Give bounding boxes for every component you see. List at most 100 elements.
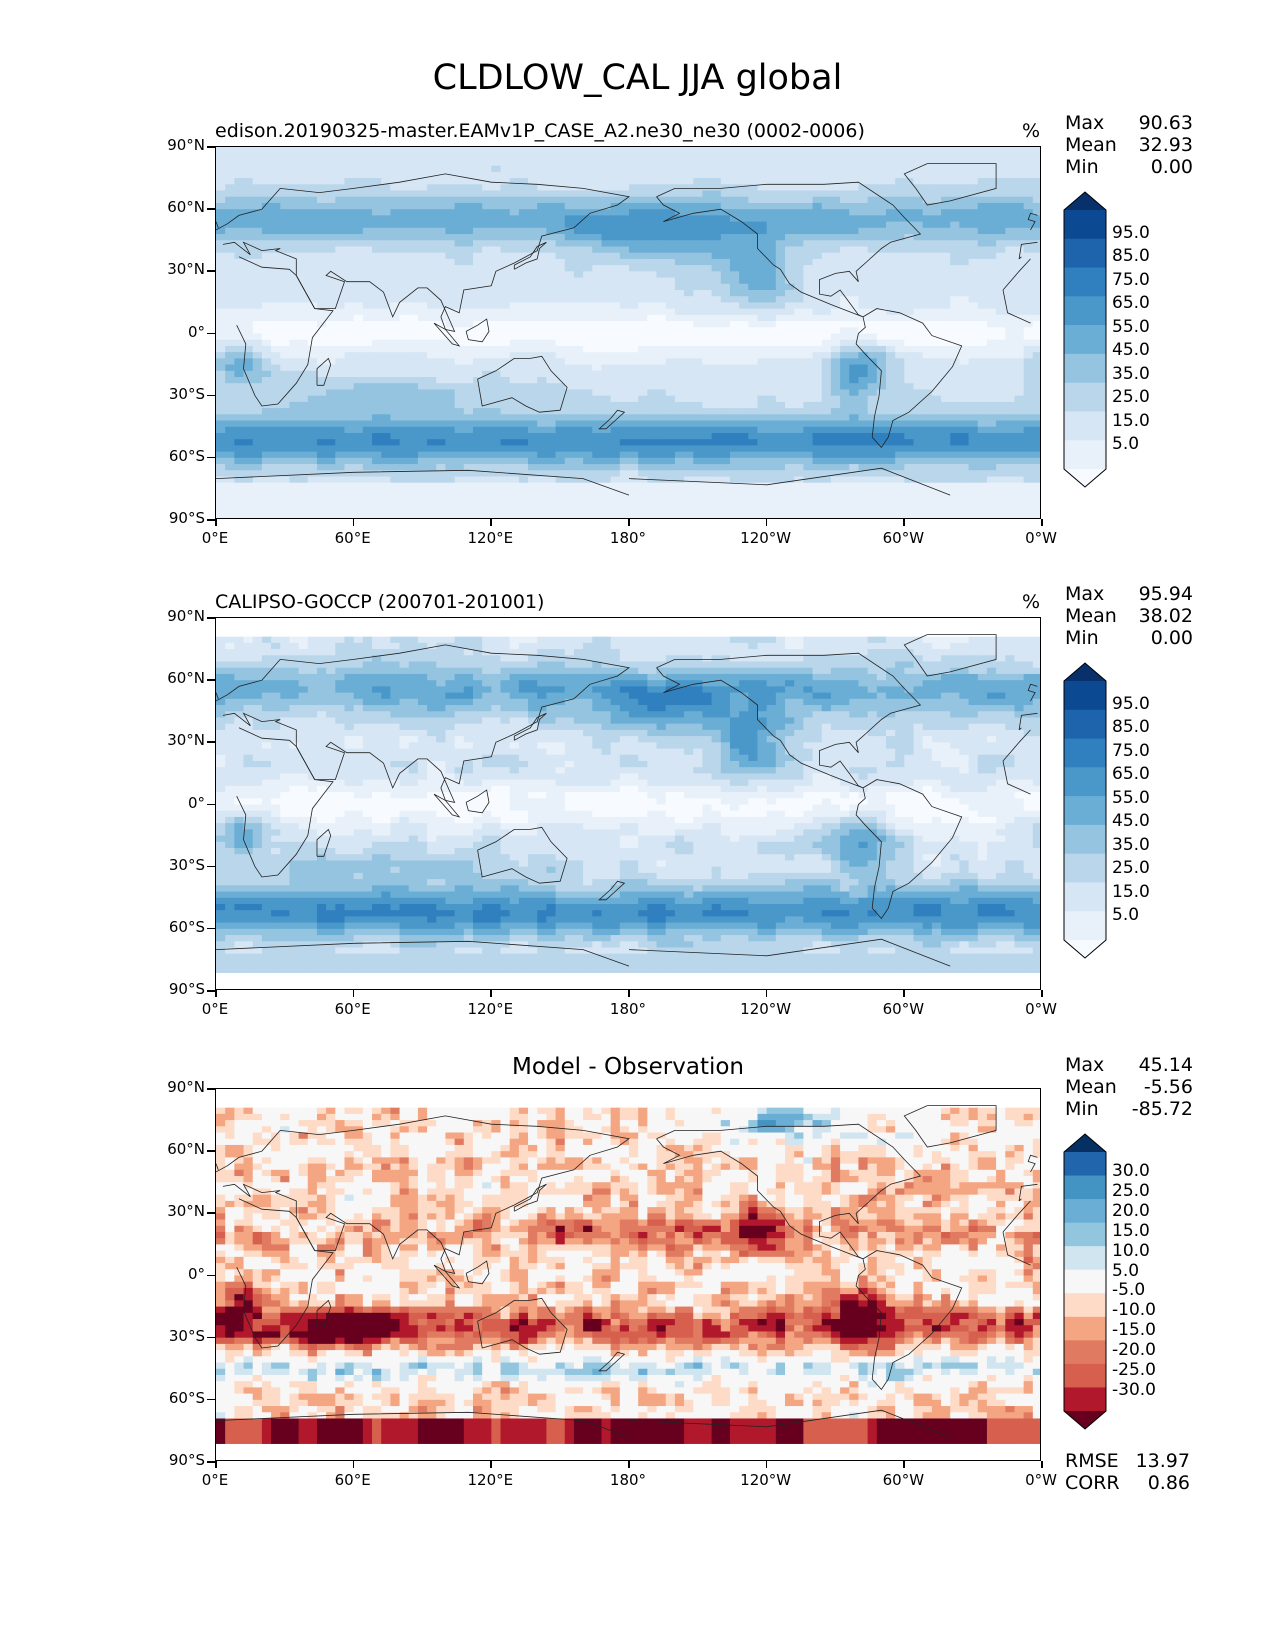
y-tick-label: 60°S — [168, 1388, 205, 1407]
x-tick-label: 120°E — [467, 529, 514, 547]
colorbar-segment — [1064, 440, 1106, 470]
colorbar-segment — [1064, 1269, 1106, 1294]
x-tick-mark — [490, 1461, 492, 1468]
colorbar-tick-label: 15.0 — [1112, 1220, 1150, 1241]
colorbar-svg — [1063, 191, 1107, 488]
x-tick-mark — [1041, 519, 1043, 526]
y-tick-mark — [207, 617, 215, 619]
colorbar-tick-label: 35.0 — [1112, 834, 1150, 855]
x-tick-mark — [215, 519, 217, 526]
colorbar-segment — [1064, 824, 1106, 855]
min-value: 0.00 — [1150, 156, 1193, 178]
y-tick-mark — [207, 1088, 215, 1090]
panel-title: CALIPSO-GOCCP (200701-201001) — [215, 591, 545, 613]
x-tick-mark — [215, 990, 217, 997]
max-value: 90.63 — [1138, 112, 1193, 134]
colorbar-extend-bottom — [1064, 469, 1106, 487]
map-svg — [216, 1089, 1040, 1460]
y-tick-label: 30°S — [168, 384, 205, 403]
colorbar-tick-label: 55.0 — [1112, 316, 1150, 337]
y-tick-mark — [207, 208, 215, 210]
y-tick-label: 90°S — [168, 1451, 205, 1469]
colorbar-segment — [1064, 738, 1106, 768]
coastlines — [216, 634, 1038, 967]
y-tick-label: 30°N — [167, 1202, 205, 1221]
colorbar-segment — [1064, 1175, 1106, 1200]
x-tick-label: 60°W — [882, 1471, 925, 1489]
colorbar-tick-label: 15.0 — [1112, 410, 1150, 431]
colorbar-tick-label: 65.0 — [1112, 293, 1150, 314]
colorbar-tick-label: 45.0 — [1112, 811, 1150, 832]
colorbar-segment — [1064, 267, 1106, 297]
max-label: Max — [1065, 1054, 1105, 1076]
units-label: % — [1022, 120, 1041, 142]
colorbar-tick-label: 45.0 — [1112, 340, 1150, 361]
y-tick-label: 60°N — [167, 669, 205, 688]
panel-model: edison.20190325-master.EAMv1P_CASE_A2.ne… — [0, 112, 1275, 590]
panel-title: Model - Observation — [511, 1054, 745, 1080]
field-cells — [216, 147, 1040, 518]
colorbar-tick-label: 75.0 — [1112, 740, 1150, 761]
max-label: Max — [1065, 583, 1105, 605]
y-tick-label: 30°N — [167, 260, 205, 279]
y-tick-mark — [207, 927, 215, 930]
panel-difference: Model - Observation Max 45.14 Mean -5.56 M… — [0, 1054, 1275, 1532]
x-tick-label: 120°E — [467, 1000, 514, 1018]
colorbar-tick-label: 20.0 — [1112, 1200, 1150, 1221]
colorbar-tick-label: 85.0 — [1112, 246, 1150, 267]
colorbar-tick-label: 25.0 — [1112, 1180, 1150, 1201]
y-tick-mark — [207, 332, 215, 334]
x-tick-label: 180° — [609, 1000, 647, 1018]
colorbar-segment — [1064, 1199, 1106, 1224]
y-tick-label: 90°S — [168, 980, 205, 998]
colorbar-extend-bottom — [1064, 940, 1106, 958]
x-tick-label: 60°E — [334, 529, 371, 547]
x-tick-mark — [352, 1461, 355, 1468]
colorbar: 95.0 85.0 75.0 65.0 55.0 45.0 35.0 25.0 15.0 5.0 — [1062, 190, 1150, 493]
colorbar-extend-top — [1064, 192, 1106, 210]
colorbar-tick-label: 75.0 — [1112, 269, 1150, 290]
min-value: -85.72 — [1131, 1098, 1193, 1120]
colorbar-tick-label: 15.0 — [1112, 881, 1150, 902]
colorbar-tick-label: 25.0 — [1112, 858, 1150, 879]
x-tick-mark — [903, 990, 905, 997]
x-tick-mark — [628, 519, 630, 526]
colorbar-extend-top — [1064, 663, 1106, 681]
colorbar-segment — [1064, 853, 1106, 883]
rmse-label: RMSE — [1065, 1450, 1119, 1472]
x-tick-label: 0°W — [1025, 1471, 1057, 1489]
field-cells — [216, 636, 1040, 973]
x-tick-label: 120°E — [467, 1471, 514, 1489]
colorbar-svg — [1063, 1133, 1107, 1430]
colorbar: 30.0 25.0 20.0 15.0 10.0 5.0 -5.0 -10.0 -15.0 -20… — [1062, 1132, 1156, 1435]
colorbar-extend-bottom — [1064, 1411, 1106, 1429]
figure-title: CLDLOW_CAL JJA global — [432, 58, 843, 98]
y-tick-mark — [207, 146, 215, 148]
x-tick-label: 120°W — [740, 529, 792, 547]
x-tick-mark — [1041, 1461, 1043, 1468]
colorbar-segment — [1064, 882, 1106, 912]
x-tick-mark — [490, 519, 492, 526]
min-label: Min — [1065, 1098, 1099, 1120]
mean-value: -5.56 — [1143, 1076, 1193, 1098]
coastlines — [216, 163, 1038, 496]
colorbar-tick-label: 95.0 — [1112, 693, 1150, 714]
rmse-value: 13.97 — [1135, 1450, 1190, 1472]
y-tick-mark — [207, 270, 215, 272]
y-tick-label: 0° — [187, 1264, 205, 1283]
x-tick-label: 60°E — [334, 1471, 371, 1489]
colorbar-extend-top — [1064, 1134, 1106, 1152]
colorbar-tick-label: -15.0 — [1112, 1320, 1156, 1341]
y-tick-label: 30°S — [168, 1326, 205, 1345]
x-tick-label: 180° — [609, 529, 647, 547]
stats-box: Max 90.63 Mean 32.93 Min 0.00 — [1065, 112, 1193, 178]
colorbar-tick-label: 10.0 — [1112, 1240, 1150, 1261]
colorbar-tick-label: 55.0 — [1112, 787, 1150, 808]
map-plot — [215, 146, 1041, 519]
x-tick-label: 120°W — [740, 1471, 792, 1489]
colorbar-segment — [1064, 681, 1106, 711]
colorbar-outline — [1063, 662, 1107, 959]
map-plot — [215, 1088, 1041, 1461]
y-tick-label: 90°N — [167, 607, 205, 625]
colorbar-tick-label: -10.0 — [1112, 1300, 1156, 1321]
